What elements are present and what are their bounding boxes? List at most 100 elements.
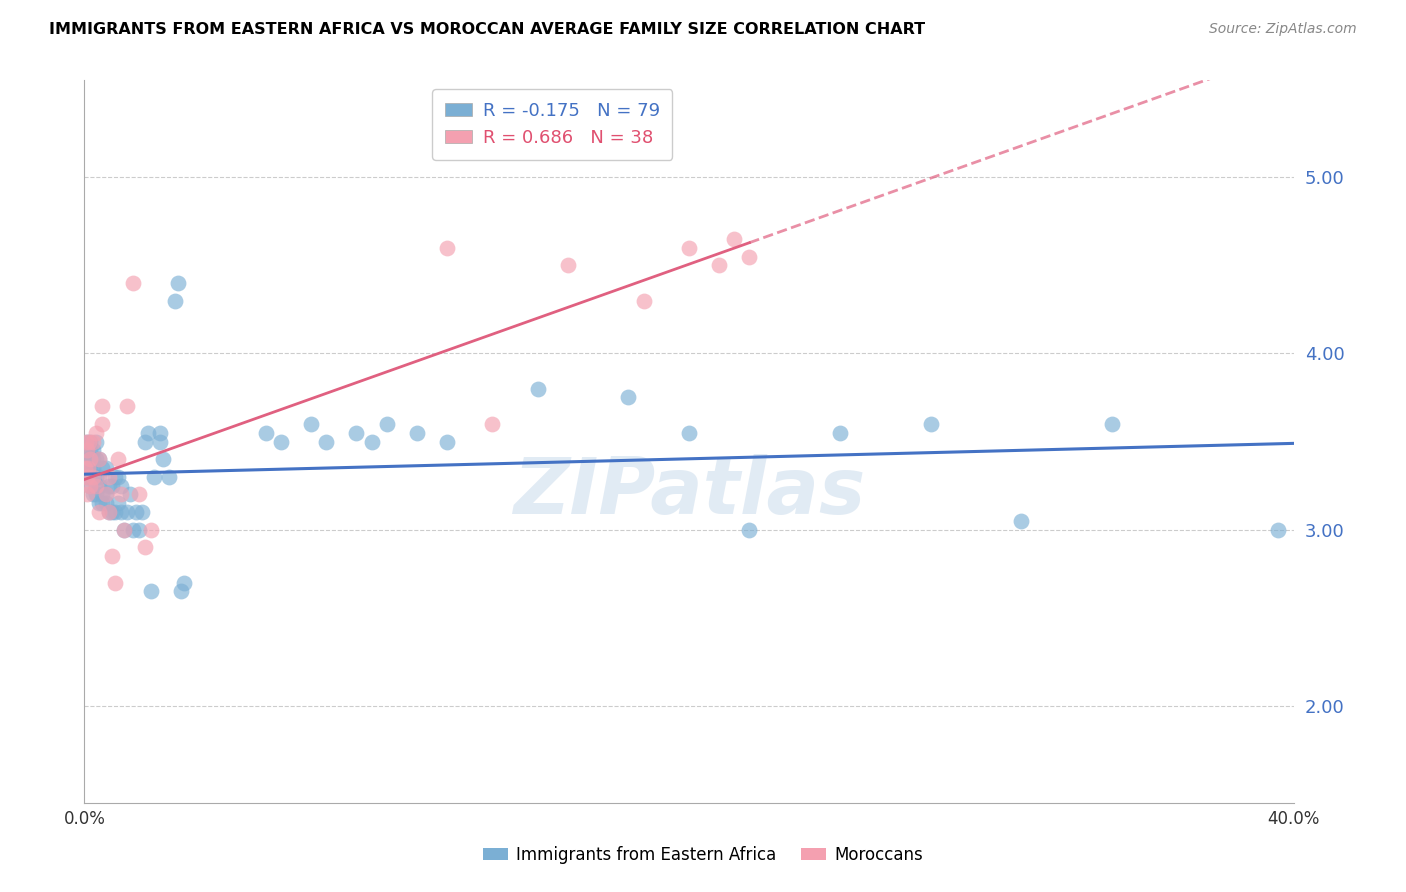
Point bbox=[738, 250, 761, 264]
Point bbox=[76, 487, 98, 501]
Point bbox=[128, 523, 150, 537]
Point bbox=[167, 276, 190, 290]
Point bbox=[89, 452, 111, 467]
Point bbox=[89, 470, 111, 484]
Point bbox=[77, 452, 100, 467]
Point bbox=[100, 478, 122, 492]
Point bbox=[110, 478, 132, 492]
Point bbox=[76, 452, 98, 467]
Point bbox=[270, 434, 292, 449]
Point bbox=[97, 478, 120, 492]
Point bbox=[112, 523, 135, 537]
Point bbox=[157, 470, 180, 484]
Point bbox=[142, 470, 165, 484]
Point bbox=[104, 470, 127, 484]
Point bbox=[77, 434, 100, 449]
Point bbox=[75, 434, 97, 449]
Point bbox=[375, 417, 398, 431]
Point bbox=[115, 505, 138, 519]
Point bbox=[77, 461, 100, 475]
Point bbox=[104, 505, 127, 519]
Point bbox=[557, 258, 579, 272]
Point bbox=[527, 382, 550, 396]
Point bbox=[75, 461, 97, 475]
Point bbox=[315, 434, 337, 449]
Point bbox=[678, 241, 700, 255]
Point bbox=[94, 487, 117, 501]
Point bbox=[633, 293, 655, 308]
Point bbox=[709, 258, 731, 272]
Point bbox=[94, 496, 117, 510]
Point bbox=[79, 443, 101, 458]
Point bbox=[79, 478, 101, 492]
Point bbox=[86, 470, 108, 484]
Point bbox=[360, 434, 382, 449]
Point bbox=[75, 461, 97, 475]
Point bbox=[165, 293, 187, 308]
Point bbox=[97, 505, 120, 519]
Point bbox=[79, 461, 101, 475]
Point bbox=[100, 505, 122, 519]
Point bbox=[76, 470, 98, 484]
Point bbox=[406, 425, 429, 440]
Point bbox=[107, 452, 129, 467]
Point bbox=[1011, 514, 1033, 528]
Point bbox=[125, 505, 148, 519]
Text: ZIPatlas: ZIPatlas bbox=[513, 454, 865, 530]
Point bbox=[94, 461, 117, 475]
Point bbox=[79, 434, 101, 449]
Point bbox=[121, 276, 143, 290]
Point bbox=[76, 470, 98, 484]
Point bbox=[89, 478, 111, 492]
Point bbox=[1101, 417, 1123, 431]
Point bbox=[1267, 523, 1289, 537]
Point bbox=[173, 575, 195, 590]
Point bbox=[136, 425, 159, 440]
Legend: R = -0.175   N = 79, R = 0.686   N = 38: R = -0.175 N = 79, R = 0.686 N = 38 bbox=[432, 89, 672, 160]
Point bbox=[82, 461, 104, 475]
Point bbox=[82, 452, 104, 467]
Point bbox=[723, 232, 745, 246]
Point bbox=[79, 478, 101, 492]
Point bbox=[76, 443, 98, 458]
Point bbox=[830, 425, 852, 440]
Point bbox=[91, 496, 114, 510]
Point bbox=[86, 434, 108, 449]
Point bbox=[128, 487, 150, 501]
Point bbox=[920, 417, 942, 431]
Point bbox=[94, 487, 117, 501]
Point bbox=[79, 452, 101, 467]
Point bbox=[86, 452, 108, 467]
Point bbox=[170, 584, 193, 599]
Point bbox=[110, 505, 132, 519]
Point bbox=[436, 434, 458, 449]
Point bbox=[89, 505, 111, 519]
Point bbox=[79, 452, 101, 467]
Point bbox=[254, 425, 277, 440]
Point bbox=[152, 452, 174, 467]
Point bbox=[104, 575, 127, 590]
Point bbox=[77, 461, 100, 475]
Text: Source: ZipAtlas.com: Source: ZipAtlas.com bbox=[1209, 22, 1357, 37]
Point bbox=[82, 487, 104, 501]
Point bbox=[89, 496, 111, 510]
Point bbox=[115, 399, 138, 413]
Point bbox=[131, 505, 153, 519]
Point bbox=[134, 434, 156, 449]
Point bbox=[89, 452, 111, 467]
Point bbox=[617, 391, 640, 405]
Text: IMMIGRANTS FROM EASTERN AFRICA VS MOROCCAN AVERAGE FAMILY SIZE CORRELATION CHART: IMMIGRANTS FROM EASTERN AFRICA VS MOROCC… bbox=[49, 22, 925, 37]
Point bbox=[86, 478, 108, 492]
Point bbox=[110, 487, 132, 501]
Point bbox=[86, 425, 108, 440]
Point bbox=[107, 470, 129, 484]
Point bbox=[149, 434, 172, 449]
Point bbox=[678, 425, 700, 440]
Point bbox=[82, 470, 104, 484]
Point bbox=[100, 549, 122, 563]
Point bbox=[149, 425, 172, 440]
Point bbox=[134, 541, 156, 555]
Point bbox=[76, 434, 98, 449]
Point bbox=[86, 478, 108, 492]
Point bbox=[139, 584, 162, 599]
